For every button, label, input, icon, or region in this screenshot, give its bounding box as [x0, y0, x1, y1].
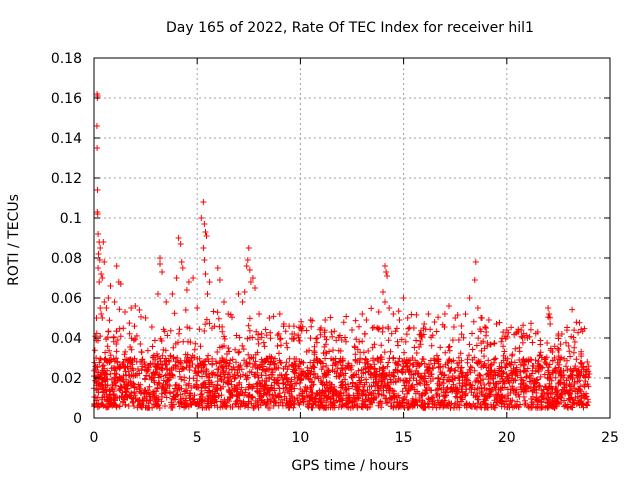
data-points: [91, 91, 593, 411]
y-tick-label: 0.06: [51, 291, 82, 307]
scatter-marks: [91, 91, 593, 411]
y-tick-label: 0: [73, 411, 82, 427]
y-tick-label: 0.16: [51, 91, 82, 107]
x-tick-label: 15: [395, 430, 413, 446]
x-tick-labels: 0 5 10 15 20 25: [90, 430, 619, 446]
y-tick-label: 0.12: [51, 171, 82, 187]
y-tick-label: 0.02: [51, 371, 82, 387]
y-tick-label: 0.08: [51, 251, 82, 267]
x-tick-label: 0: [90, 430, 99, 446]
y-axis-label: ROTI / TECUs: [6, 194, 22, 286]
y-tick-label: 0.14: [51, 131, 82, 147]
x-tick-label: 5: [193, 430, 202, 446]
x-axis-label: GPS time / hours: [291, 458, 408, 474]
axis-ticks: [93, 57, 611, 419]
y-tick-label: 0.04: [51, 331, 82, 347]
y-tick-label: 0.1: [60, 211, 82, 227]
chart-title: Day 165 of 2022, Rate Of TEC Index for r…: [166, 20, 534, 36]
x-tick-label: 25: [601, 430, 619, 446]
x-tick-label: 10: [291, 430, 309, 446]
plot-frame: [93, 57, 611, 419]
y-tick-label: 0.18: [51, 51, 82, 67]
y-tick-labels: 0 0.02 0.04 0.06 0.08 0.1 0.12 0.14 0.16 0.18: [51, 51, 82, 427]
x-tick-label: 20: [498, 430, 516, 446]
